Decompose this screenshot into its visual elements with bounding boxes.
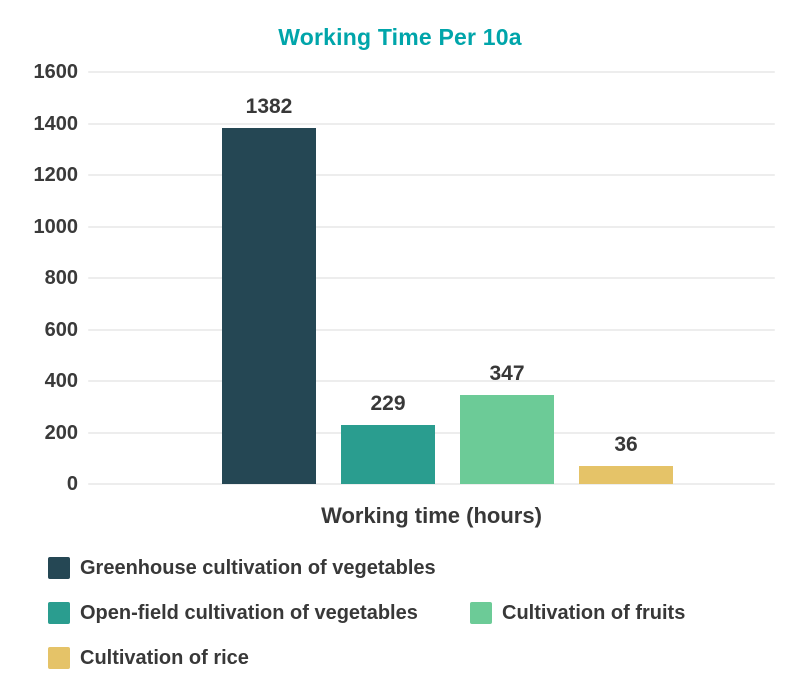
legend-swatch-icon (48, 602, 70, 624)
y-tick-label-1200: 1200 (33, 164, 79, 186)
gridline-1400 (88, 122, 775, 125)
y-tick-label-1400: 1400 (33, 112, 79, 135)
y-tick-label-400: 400 (44, 370, 78, 392)
legend-swatch-icon (48, 557, 70, 579)
legend-row-2: Cultivation of rice (48, 646, 768, 670)
legend-item-2: Cultivation of fruits (470, 601, 685, 625)
bar-1 (341, 425, 435, 484)
y-tick-label-600: 600 (44, 318, 78, 341)
legend-label-1: Open-field cultivation of vegetables (80, 601, 418, 624)
legend-swatch-icon (470, 602, 492, 624)
y-tick-label-0: 0 (66, 473, 78, 495)
gridline-400 (88, 380, 775, 382)
legend-swatch-icon (48, 647, 70, 669)
legend-item-1: Open-field cultivation of vegetables (48, 601, 418, 625)
bar-value-label-2: 347 (489, 362, 525, 385)
y-tick-label-1600: 1600 (33, 61, 79, 83)
legend-label-3: Cultivation of rice (80, 646, 249, 669)
bar-0 (222, 128, 316, 484)
gridline-0 (88, 483, 775, 485)
bar-value-label-1: 229 (370, 392, 406, 415)
gridline-1000 (88, 225, 775, 228)
gridline-1600 (88, 71, 775, 73)
legend-label-2: Cultivation of fruits (502, 601, 686, 624)
gridline-800 (88, 277, 775, 279)
legend-item-0: Greenhouse cultivation of vegetables (48, 556, 436, 580)
legend-row-1: Open-field cultivation of vegetables Cult… (48, 601, 768, 625)
bar-2 (460, 395, 554, 484)
gridline-600 (88, 328, 775, 331)
x-axis-label: Working time (hours) (321, 503, 542, 528)
gridline-1200 (88, 174, 775, 176)
bar-3 (579, 466, 673, 484)
bar-value-label-3: 36 (614, 433, 638, 456)
y-tick-label-1000: 1000 (33, 215, 79, 238)
legend-row-0: Greenhouse cultivation of vegetables (48, 556, 768, 580)
bar-value-label-0: 1382 (245, 95, 293, 118)
chart-title: Working Time Per 10a (278, 24, 522, 50)
legend-item-3: Cultivation of rice (48, 646, 249, 670)
y-tick-label-200: 200 (44, 421, 78, 444)
legend-label-0: Greenhouse cultivation of vegetables (80, 556, 436, 579)
y-tick-label-800: 800 (44, 267, 78, 289)
